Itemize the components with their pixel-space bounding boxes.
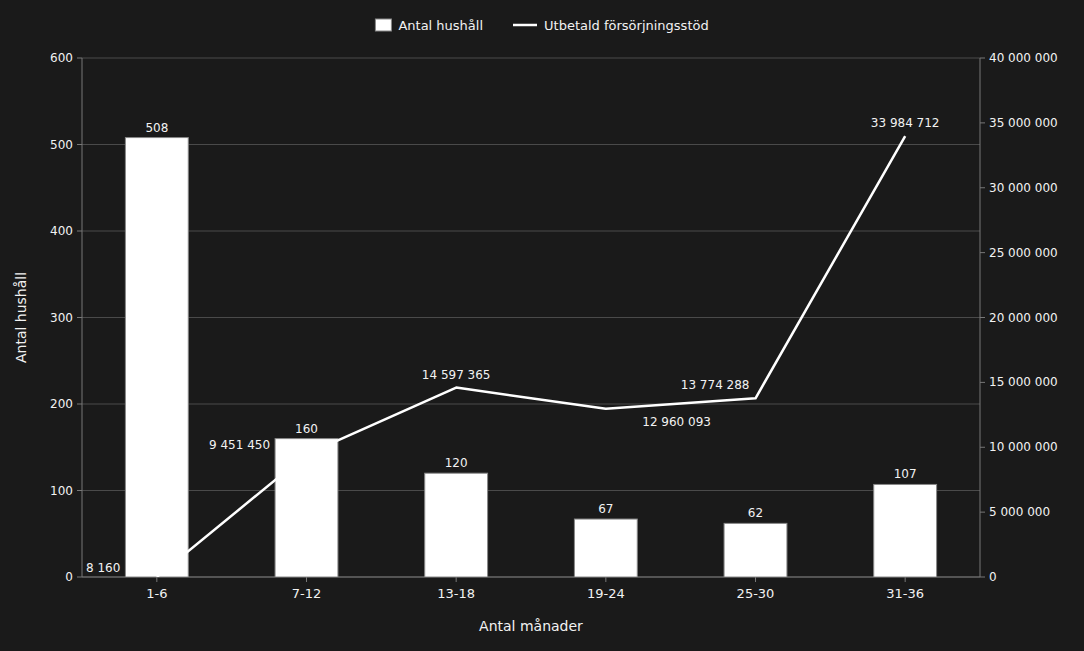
y2-tick	[980, 577, 985, 578]
y-tick	[77, 404, 82, 405]
y-tick-label: 400	[50, 224, 73, 238]
y2-tick-label: 25 000 000	[989, 246, 1058, 260]
y-tick-label: 100	[50, 484, 73, 498]
x-tick	[156, 577, 157, 582]
legend-item: Utbetald försörjningsstöd	[513, 18, 709, 33]
y-tick	[77, 144, 82, 145]
y2-tick	[980, 317, 985, 318]
bar	[125, 138, 188, 577]
grid-line	[82, 231, 980, 232]
bar	[574, 519, 637, 577]
y-tick	[77, 490, 82, 491]
line-label: 14 597 365	[422, 368, 491, 382]
y-axis-label: Antal hushåll	[13, 272, 29, 363]
grid-line	[82, 58, 980, 59]
y2-tick-label: 35 000 000	[989, 116, 1058, 130]
y-tick-label: 0	[65, 570, 73, 584]
y2-tick-label: 40 000 000	[989, 51, 1058, 65]
bar	[275, 439, 338, 577]
marks	[125, 136, 936, 577]
axes: 0 100 200 300 400 500 600 0 5 000 000 10 000 000 1…	[50, 51, 1058, 601]
x-tick-label: 7-12	[292, 586, 322, 601]
grid-line	[82, 144, 980, 145]
bar-label: 120	[445, 456, 468, 470]
line-label: 9 451 450	[209, 438, 270, 452]
y-tick	[77, 317, 82, 318]
background	[0, 0, 1084, 651]
y2-tick-label: 10 000 000	[989, 440, 1058, 454]
grid-line	[82, 317, 980, 318]
x-tick	[905, 577, 906, 582]
y2-tick-label: 15 000 000	[989, 375, 1058, 389]
data-labels: 508 160 120 67 62 107 8 160 9 451 450 14 597 365…	[86, 116, 939, 575]
x-tick-label: 25-30	[737, 586, 775, 601]
bar-label: 62	[748, 506, 763, 520]
legend-label: Antal hushåll	[398, 18, 483, 33]
y-tick-label: 500	[50, 138, 73, 152]
x-tick	[755, 577, 756, 582]
y-tick	[77, 231, 82, 232]
grid	[82, 58, 980, 577]
y2-tick-label: 20 000 000	[989, 311, 1058, 325]
y-tick-label: 300	[50, 311, 73, 325]
chart: 0 100 200 300 400 500 600 0 5 000 000 10 000 000 1…	[0, 0, 1084, 651]
y2-tick	[980, 252, 985, 253]
line-label: 8 160	[86, 561, 120, 575]
bar-label: 107	[894, 467, 917, 481]
line-label: 13 774 288	[681, 378, 750, 392]
y2-tick	[980, 187, 985, 188]
legend-swatch	[513, 24, 537, 27]
legend-label: Utbetald försörjningsstöd	[544, 18, 709, 33]
y-tick	[77, 577, 82, 578]
legend-item: Antal hushåll	[375, 18, 483, 33]
grid-line	[82, 577, 980, 578]
y2-tick	[980, 58, 985, 59]
x-tick-label: 31-36	[886, 586, 924, 601]
y2-tick-label: 30 000 000	[989, 181, 1058, 195]
bar	[874, 484, 937, 577]
legend-swatch	[375, 19, 391, 31]
y-tick-label: 600	[50, 51, 73, 65]
bar	[724, 523, 787, 577]
bar-label: 67	[598, 502, 613, 516]
grid-line	[82, 404, 980, 405]
x-tick-label: 13-18	[437, 586, 475, 601]
bar-label: 160	[295, 422, 318, 436]
line-label: 12 960 093	[642, 415, 711, 429]
line	[157, 136, 905, 577]
y2-tick-label: 0	[989, 570, 997, 584]
x-tick	[456, 577, 457, 582]
y-tick-label: 200	[50, 397, 73, 411]
bar-label: 508	[145, 121, 168, 135]
y2-tick-label: 5 000 000	[989, 505, 1050, 519]
x-tick-label: 19-24	[587, 586, 625, 601]
y2-tick	[980, 382, 985, 383]
line-label: 33 984 712	[871, 116, 940, 130]
x-tick	[605, 577, 606, 582]
legend: Antal hushåll Utbetald försörjningsstöd	[375, 18, 708, 33]
bar	[425, 473, 488, 577]
y-tick	[77, 58, 82, 59]
y2-tick	[980, 122, 985, 123]
y2-tick	[980, 512, 985, 513]
x-tick	[306, 577, 307, 582]
y2-tick	[980, 447, 985, 448]
grid-line	[82, 490, 980, 491]
x-axis-label: Antal månader	[479, 618, 583, 634]
x-axis-line	[82, 577, 980, 578]
x-tick-label: 1-6	[146, 586, 167, 601]
